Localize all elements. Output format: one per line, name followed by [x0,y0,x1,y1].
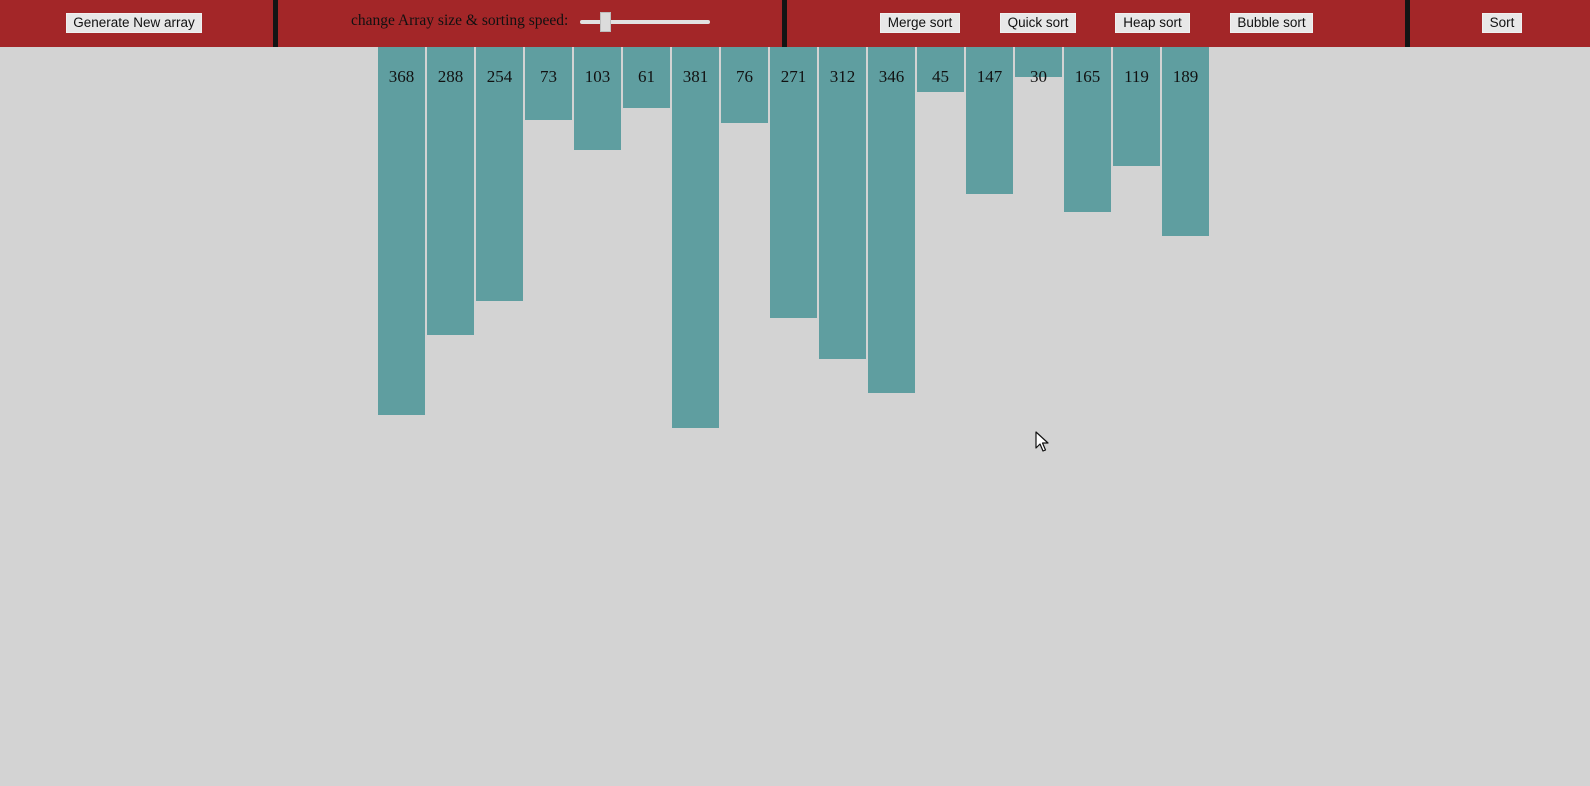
array-bar-value: 189 [1172,67,1199,86]
array-bar: 189 [1162,47,1209,236]
quick-sort-button[interactable]: Quick sort [1000,13,1076,33]
array-bar: 30 [1015,47,1062,86]
array-bar: 76 [721,47,768,123]
array-bar: 381 [672,47,719,428]
array-bar: 368 [378,47,425,415]
array-bar: 61 [623,47,670,108]
array-bar: 288 [427,47,474,335]
slider-thumb[interactable] [600,12,612,32]
array-bar-value: 288 [437,67,464,86]
array-bar-value: 165 [1074,67,1101,86]
array-bar: 103 [574,47,621,150]
array-bar-value: 147 [976,67,1003,86]
navbar: Generate New array change Array size & s… [0,0,1590,47]
generate-new-array-button[interactable]: Generate New array [66,13,202,33]
array-bar-value: 271 [780,67,807,86]
navbar-divider [1405,0,1410,47]
array-bar-value: 73 [540,67,557,86]
heap-sort-button[interactable]: Heap sort [1115,13,1190,33]
array-bar-value: 312 [829,67,856,86]
array-bar-value: 30 [1030,67,1047,86]
array-bar: 165 [1064,47,1111,212]
array-bar-value: 381 [682,67,709,86]
array-bar: 271 [770,47,817,318]
array-bar-value: 119 [1124,67,1149,86]
array-bar: 119 [1113,47,1160,166]
array-bar: 254 [476,47,523,301]
array-bar-value: 103 [584,67,611,86]
merge-sort-button[interactable]: Merge sort [880,13,960,33]
array-bar-value: 368 [388,67,415,86]
array-bar-value: 346 [878,67,905,86]
mouse-pointer-icon [1035,431,1049,452]
array-bar-value: 254 [486,67,513,86]
slider-track[interactable] [580,20,710,24]
navbar-divider [273,0,278,47]
slider-label: change Array size & sorting speed: [351,12,569,29]
navbar-divider [782,0,787,47]
array-bar-value: 76 [736,67,753,86]
array-bar: 73 [525,47,572,120]
array-bar: 147 [966,47,1013,194]
array-bar-value: 45 [932,67,949,86]
sort-button[interactable]: Sort [1482,13,1522,33]
bubble-sort-button[interactable]: Bubble sort [1230,13,1313,33]
array-bar: 346 [868,47,915,393]
array-bar-value: 61 [638,67,655,86]
array-size-speed-slider[interactable] [580,12,710,34]
array-bar: 45 [917,47,964,92]
array-bar: 312 [819,47,866,359]
array-bars-container: 368 288 254 73 103 61 381 76 271 312 346 45 147 30 165… [0,47,1590,786]
